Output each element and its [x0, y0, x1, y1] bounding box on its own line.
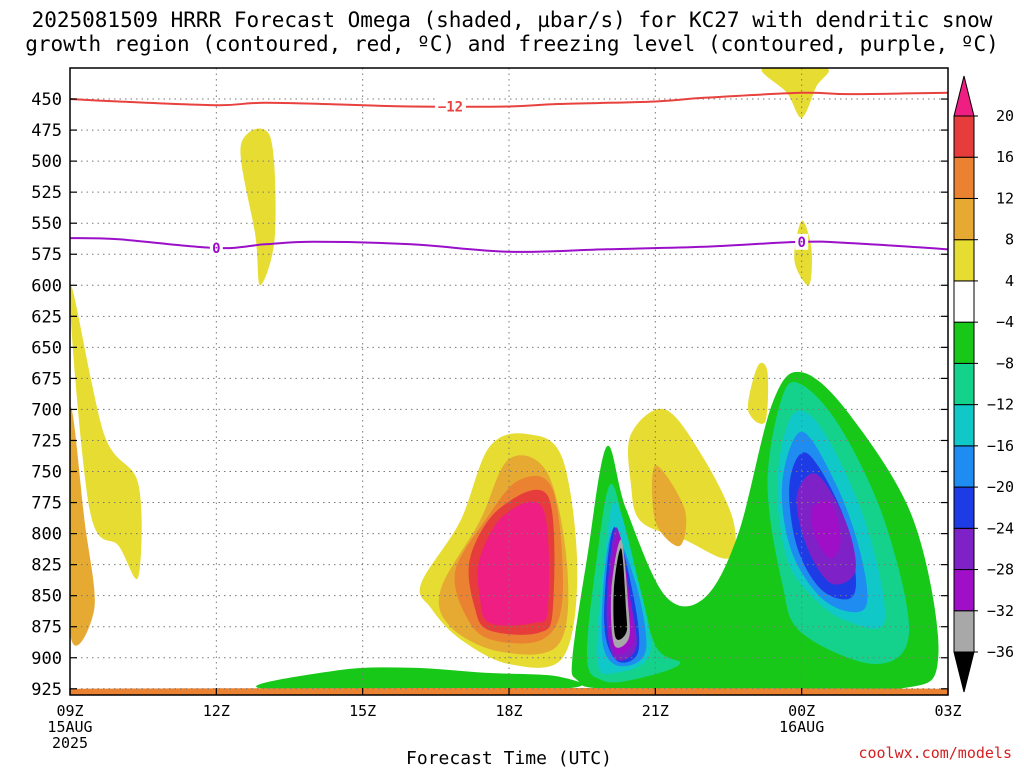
y-tick-label-725: 725	[31, 431, 62, 451]
x-tick-label-27-0: 03Z	[934, 702, 961, 720]
colorbar-label-3: 8	[1005, 231, 1014, 249]
contour-label-0-0: −12	[438, 99, 463, 115]
x-tick-label-21-0: 21Z	[642, 702, 669, 720]
colorbar: 20 16 12 8 4 −4 −8 −12 −16 −20 −24 −28 −32 −36	[953, 75, 1014, 693]
y-tick-label-575: 575	[31, 245, 62, 265]
contour-label-1-0: 0	[212, 241, 220, 257]
y-tick-label-500: 500	[31, 152, 62, 172]
colorbar-box-11	[953, 197, 975, 241]
colorbar-box-9	[953, 280, 975, 323]
omega-region-4	[761, 68, 829, 118]
y-tick-label-825: 825	[31, 556, 62, 576]
omega-region-26	[810, 500, 841, 559]
colorbar-label-8: −16	[987, 437, 1014, 455]
omega-region-8	[70, 407, 95, 646]
contour-0	[70, 91, 948, 108]
colorbar-cap-high	[953, 75, 975, 117]
colorbar-label-4: 4	[1005, 272, 1014, 290]
omega-region-6	[628, 408, 736, 559]
omega-shading	[70, 68, 948, 695]
y-tick-label-525: 525	[31, 183, 62, 203]
title-line-1: 2025081509 HRRR Forecast Omega (shaded, …	[31, 8, 993, 32]
y-tick-label-875: 875	[31, 618, 62, 638]
omega-region-28	[613, 548, 628, 640]
y-tick-label-625: 625	[31, 307, 62, 327]
colorbar-label-11: −28	[987, 561, 1014, 579]
y-axis: 450 475 500 525 550 575 600 625 650 675 700 725 750 7…	[31, 90, 948, 700]
x-tick-label-24-0: 00Z	[788, 702, 815, 720]
y-tick-label-475: 475	[31, 121, 62, 141]
x-tick-label-9-2: 2025	[52, 734, 88, 752]
x-axis-label: Forecast Time (UTC)	[406, 748, 612, 768]
x-tick-label-9-0: 09Z	[56, 702, 83, 720]
chart-title: 2025081509 HRRR Forecast Omega (shaded, …	[0, 8, 1024, 56]
colorbar-label-1: 16	[996, 148, 1014, 166]
colorbar-box-13	[953, 115, 975, 158]
colorbar-label-0: 20	[996, 107, 1014, 125]
credit-link[interactable]: coolwx.com/models	[858, 744, 1012, 762]
x-tick-label-18-0: 18Z	[495, 702, 522, 720]
colorbar-box-6	[953, 404, 975, 447]
colorbar-box-12	[953, 156, 975, 199]
x-tick-label-15-0: 15Z	[349, 702, 376, 720]
colorbar-label-9: −20	[987, 478, 1014, 496]
colorbar-box-8	[953, 321, 975, 364]
y-tick-label-925: 925	[31, 680, 62, 700]
title-line-2: growth region (contoured, red, ºC) and f…	[25, 32, 999, 56]
contour-label-1-1: 0	[797, 235, 805, 251]
x-tick-label-24-1: 16AUG	[779, 718, 824, 736]
y-tick-label-900: 900	[31, 649, 62, 669]
contour-lines: −12 0 0	[70, 91, 948, 257]
y-tick-label-550: 550	[31, 214, 62, 234]
colorbar-box-3	[953, 527, 975, 571]
omega-region-9	[651, 465, 687, 547]
omega-region-2	[794, 220, 812, 286]
colorbar-label-13: −36	[987, 643, 1014, 661]
colorbar-cap-low	[953, 651, 975, 693]
colorbar-label-7: −12	[987, 396, 1014, 414]
x-tick-label-12-0: 12Z	[203, 702, 230, 720]
colorbar-box-1	[953, 610, 975, 653]
colorbar-label-2: 12	[996, 189, 1014, 207]
colorbar-box-4	[953, 486, 975, 529]
y-tick-label-600: 600	[31, 276, 62, 296]
colorbar-box-10	[953, 239, 975, 282]
y-tick-label-750: 750	[31, 463, 62, 483]
omega-region-0	[70, 284, 142, 580]
colorbar-label-5: −4	[996, 313, 1014, 331]
omega-region-12	[477, 501, 550, 626]
y-tick-label-675: 675	[31, 369, 62, 389]
y-tick-label-775: 775	[31, 494, 62, 514]
contour-label-bg-0-0	[434, 98, 466, 115]
colorbar-label-10: −24	[987, 519, 1014, 537]
colorbar-box-2	[953, 569, 975, 612]
colorbar-label-6: −8	[996, 354, 1014, 372]
colorbar-box-5	[953, 445, 975, 488]
y-tick-label-700: 700	[31, 400, 62, 420]
y-tick-label-800: 800	[31, 525, 62, 545]
x-tick-label-9-1: 15AUG	[47, 718, 92, 736]
y-tick-label-850: 850	[31, 587, 62, 607]
y-tick-label-650: 650	[31, 338, 62, 358]
contour-label-bg-1-1	[795, 233, 809, 250]
colorbar-box-7	[953, 362, 975, 406]
omega-region-1	[240, 128, 276, 286]
y-tick-label-450: 450	[31, 90, 62, 110]
colorbar-label-12: −32	[987, 602, 1014, 620]
contour-label-bg-1-0	[209, 240, 223, 257]
omega-region-14	[256, 667, 583, 691]
omega-region-3	[747, 362, 769, 424]
